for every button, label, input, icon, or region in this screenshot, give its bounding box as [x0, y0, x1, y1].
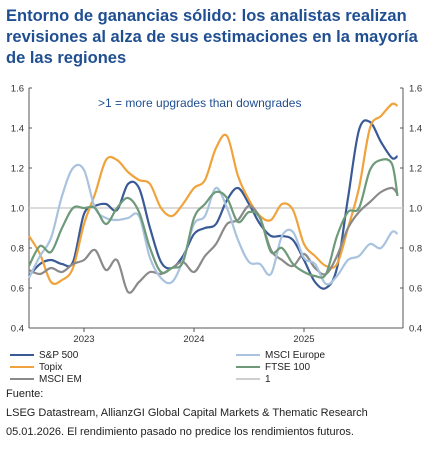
chart-annotation: >1 = more upgrades than downgrades [98, 96, 301, 110]
legend-swatch-topix [10, 366, 34, 368]
x-tick-label: 2024 [183, 334, 204, 345]
x-tick-label: 2023 [73, 334, 94, 345]
series-layer [29, 104, 398, 293]
legend-swatch-sp500 [10, 354, 34, 356]
series-line-msci-em [29, 188, 398, 293]
chart-axes: 0.4 0.4 0.6 0.6 0.8 0.8 1.0 1.0 1.2 1.2 1.4 1.4 1.6 1… [11, 84, 422, 346]
legend-label-sp500: S&P 500 [39, 350, 78, 361]
legend-item-one: 1 [236, 373, 271, 385]
legend-swatch-one [236, 378, 260, 380]
legend-item-msci-em: MSCI EM [10, 373, 82, 385]
line-chart: 0.4 0.4 0.6 0.6 0.8 0.8 1.0 1.0 1.2 1.2 1.4 1.4 1.6 1… [0, 0, 437, 345]
x-tick-label: 2025 [293, 334, 314, 345]
y-tick-label-left: 1.4 [11, 124, 24, 135]
legend-item-sp500: S&P 500 [10, 349, 78, 361]
y-tick-label-right: 0.4 [409, 324, 422, 335]
y-tick-label-left: 1.0 [11, 204, 24, 215]
footer-source-label: Fuente: [6, 385, 434, 404]
y-tick-label-right: 1.6 [409, 84, 422, 95]
legend-swatch-ftse100 [236, 366, 260, 368]
y-tick-label-right: 0.6 [409, 284, 422, 295]
legend-label-topix: Topix [39, 362, 62, 373]
y-tick-label-right: 1.2 [409, 164, 422, 175]
legend-item-topix: Topix [10, 361, 62, 373]
legend-swatch-msci-europe [236, 354, 260, 356]
legend-label-one: 1 [265, 374, 271, 385]
legend-item-ftse100: FTSE 100 [236, 361, 310, 373]
legend-item-msci-europe: MSCI Europe [236, 349, 325, 361]
footer-disclaimer: 05.01.2026. El rendimiento pasado no pre… [6, 423, 434, 442]
series-line-s-p-500 [29, 120, 398, 288]
legend-label-msci-em: MSCI EM [39, 374, 82, 385]
y-tick-label-right: 0.8 [409, 244, 422, 255]
y-tick-label-left: 0.6 [11, 284, 24, 295]
y-tick-label-right: 1.0 [409, 204, 422, 215]
chart-legend: S&P 500 Topix MSCI EM MSCI Europe FTSE 1… [6, 349, 431, 385]
y-tick-label-right: 1.4 [409, 124, 422, 135]
y-tick-label-left: 0.4 [11, 324, 24, 335]
y-tick-label-left: 0.8 [11, 244, 24, 255]
legend-label-ftse100: FTSE 100 [265, 362, 310, 373]
footer-source: LSEG Datastream, AllianzGI Global Capita… [6, 404, 434, 423]
legend-swatch-msci-em [10, 378, 34, 380]
legend-label-msci-europe: MSCI Europe [265, 350, 325, 361]
y-tick-label-left: 1.2 [11, 164, 24, 175]
footer: Fuente: LSEG Datastream, AllianzGI Globa… [6, 385, 434, 442]
y-tick-label-left: 1.6 [11, 84, 24, 95]
